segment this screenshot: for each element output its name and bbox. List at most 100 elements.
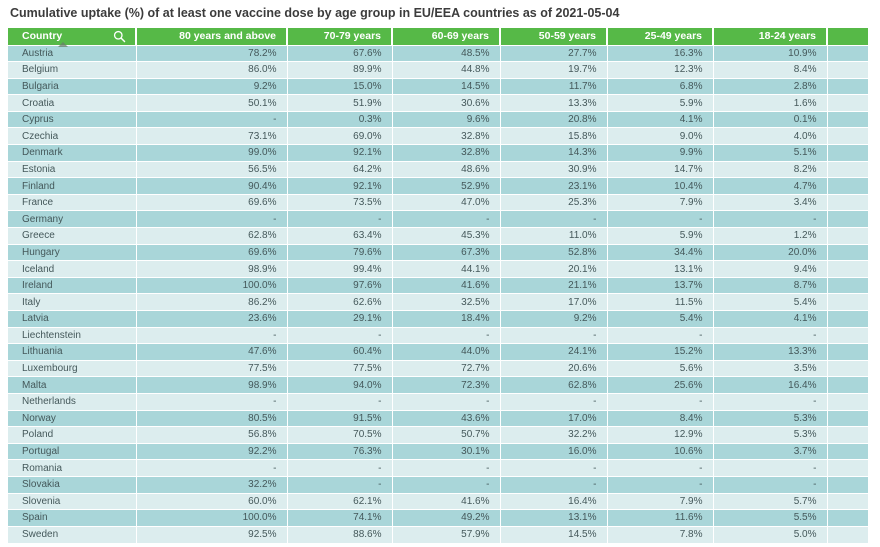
value-cell: 5.3% <box>712 426 827 444</box>
value-cell: 11.5% <box>606 293 713 311</box>
value-cell: 4.0% <box>712 127 827 145</box>
value-cell: 5.0% <box>712 525 827 543</box>
value-cell: 48.6% <box>391 160 500 178</box>
value-cell: - <box>712 392 827 411</box>
spacer-cell <box>826 243 868 261</box>
spacer-cell <box>826 94 868 112</box>
value-cell: 97.6% <box>286 276 392 294</box>
value-cell: 5.9% <box>606 94 713 112</box>
value-cell: 29.1% <box>286 310 392 328</box>
country-cell: Ireland <box>8 276 136 294</box>
value-cell: 34.4% <box>606 243 713 261</box>
value-cell: 0.1% <box>712 110 827 128</box>
table-row-slovenia: Slovenia 60.0% 62.1% 41.6% 16.4% 7.9% 5.7% <box>8 492 868 510</box>
value-cell: 44.8% <box>391 61 500 79</box>
value-cell: 1.2% <box>712 227 827 245</box>
value-cell: 9.2% <box>499 310 607 328</box>
country-cell: Estonia <box>8 160 136 178</box>
column-header-country[interactable]: Country <box>8 28 136 47</box>
value-cell: 32.8% <box>391 144 500 162</box>
value-cell: 13.1% <box>606 260 713 278</box>
value-cell: - <box>606 392 713 411</box>
value-cell: 9.9% <box>606 144 713 162</box>
value-cell: - <box>499 475 607 494</box>
value-cell: - <box>606 326 713 344</box>
country-cell: Latvia <box>8 310 136 328</box>
value-cell: 64.2% <box>286 160 392 178</box>
country-cell: Malta <box>8 376 136 394</box>
value-cell: 57.9% <box>391 525 500 543</box>
value-cell: 63.4% <box>286 227 392 245</box>
column-header-80-years-and-above[interactable]: 80 years and above <box>135 28 287 45</box>
table-body: Austria 78.2% 67.6% 48.5% 27.7% 16.3% 10.9% Bel… <box>8 44 868 543</box>
value-cell: 44.1% <box>391 260 500 278</box>
value-cell: 50.1% <box>135 94 287 112</box>
value-cell: 5.1% <box>712 144 827 162</box>
value-cell: 44.0% <box>391 343 500 361</box>
value-cell: 3.7% <box>712 442 827 460</box>
value-cell: 25.3% <box>499 193 607 211</box>
spacer-cell <box>826 392 868 411</box>
value-cell: 19.7% <box>499 61 607 79</box>
value-cell: 30.1% <box>391 442 500 460</box>
value-cell: 20.1% <box>499 260 607 278</box>
value-cell: 78.2% <box>135 44 287 62</box>
column-header-70-79-years[interactable]: 70-79 years <box>286 28 392 45</box>
value-cell: 80.5% <box>135 409 287 427</box>
value-cell: - <box>135 326 287 344</box>
value-cell: 43.6% <box>391 409 500 427</box>
value-cell: 13.3% <box>712 343 827 361</box>
value-cell: - <box>135 459 287 477</box>
value-cell: 7.9% <box>606 193 713 211</box>
value-cell: 94.0% <box>286 376 392 394</box>
value-cell: 86.0% <box>135 61 287 79</box>
value-cell: 25.6% <box>606 376 713 394</box>
table-row-greece: Greece 62.8% 63.4% 45.3% 11.0% 5.9% 1.2% <box>8 227 868 245</box>
table-row-bulgaria: Bulgaria 9.2% 15.0% 14.5% 11.7% 6.8% 2.8% <box>8 77 868 95</box>
value-cell: 90.4% <box>135 177 287 195</box>
column-header-18-24-years[interactable]: 18-24 years <box>712 28 827 45</box>
value-cell: 67.3% <box>391 243 500 261</box>
value-cell: 60.4% <box>286 343 392 361</box>
value-cell: 92.5% <box>135 525 287 543</box>
country-cell: Finland <box>8 177 136 195</box>
spacer-cell <box>826 442 868 460</box>
column-header-60-69-years[interactable]: 60-69 years <box>391 28 500 45</box>
spacer-cell <box>826 160 868 178</box>
value-cell: 10.6% <box>606 442 713 460</box>
country-cell: Croatia <box>8 94 136 112</box>
country-cell: Spain <box>8 509 136 527</box>
value-cell: 41.6% <box>391 276 500 294</box>
table-row-finland: Finland 90.4% 92.1% 52.9% 23.1% 10.4% 4.7% <box>8 177 868 195</box>
column-header-50-59-years[interactable]: 50-59 years <box>499 28 607 45</box>
country-cell: Romania <box>8 459 136 477</box>
spacer-cell <box>826 409 868 427</box>
value-cell: 20.0% <box>712 243 827 261</box>
value-cell: - <box>499 459 607 477</box>
value-cell: 32.8% <box>391 127 500 145</box>
value-cell: 77.5% <box>135 359 287 377</box>
value-cell: 92.1% <box>286 177 392 195</box>
value-cell: 92.1% <box>286 144 392 162</box>
spacer-cell <box>826 227 868 245</box>
search-icon[interactable] <box>113 30 126 43</box>
value-cell: 48.5% <box>391 44 500 62</box>
value-cell: 11.7% <box>499 77 607 95</box>
spacer-cell <box>826 127 868 145</box>
value-cell: - <box>286 210 392 228</box>
column-header-label: 70-79 years <box>323 30 381 43</box>
value-cell: 11.0% <box>499 227 607 245</box>
table-row-belgium: Belgium 86.0% 89.9% 44.8% 19.7% 12.3% 8.4% <box>8 61 868 79</box>
spacer-cell <box>826 77 868 95</box>
spacer-cell <box>826 326 868 344</box>
value-cell: 56.8% <box>135 426 287 444</box>
value-cell: 52.9% <box>391 177 500 195</box>
value-cell: - <box>286 459 392 477</box>
table-row-estonia: Estonia 56.5% 64.2% 48.6% 30.9% 14.7% 8.2% <box>8 160 868 178</box>
column-header-25-49-years[interactable]: 25-49 years <box>606 28 713 45</box>
country-cell: Luxembourg <box>8 359 136 377</box>
value-cell: 3.5% <box>712 359 827 377</box>
value-cell: 18.4% <box>391 310 500 328</box>
column-header-label: 50-59 years <box>538 30 596 43</box>
